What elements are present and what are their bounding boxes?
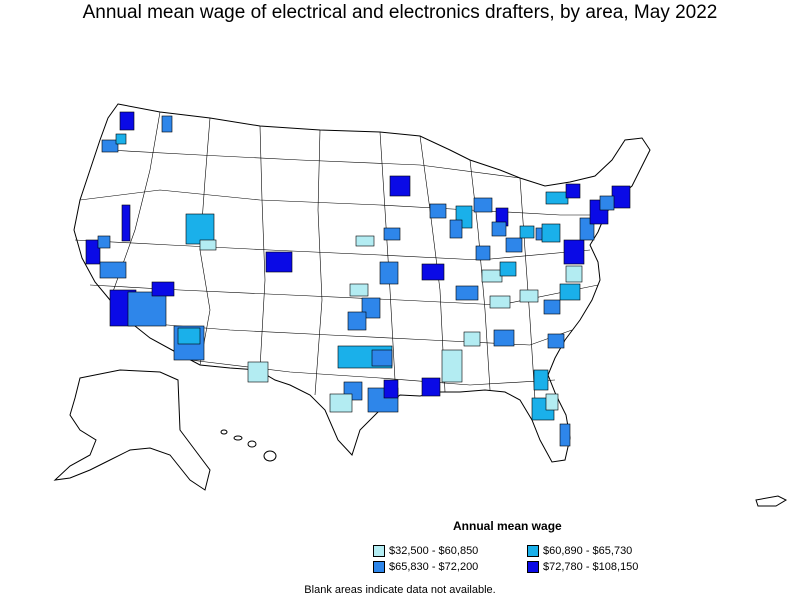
area-portland [101, 139, 119, 153]
area-carolina-1 [543, 299, 561, 315]
area-boundaries [74, 111, 605, 401]
legend-swatch [373, 545, 385, 557]
area-oregon-east [115, 133, 127, 145]
area-phoenix [127, 291, 167, 327]
area-ny-up [545, 191, 569, 205]
legend-label: $72,780 - $108,150 [543, 561, 639, 573]
area-seattle [119, 111, 135, 131]
area-tucson-inner [177, 327, 201, 345]
area-sf [85, 239, 101, 265]
legend-item-4: $72,780 - $108,150 [527, 561, 638, 573]
area-idaho [185, 213, 215, 245]
area-kansas [379, 261, 399, 285]
area-dc [563, 239, 585, 265]
area-orlando [545, 393, 559, 411]
area-tn-3 [519, 289, 539, 303]
area-sc [547, 333, 565, 349]
area-il [449, 219, 463, 239]
legend-title: Annual mean wage [453, 519, 562, 533]
area-boston [611, 185, 631, 209]
area-beaumont [383, 379, 399, 399]
area-sacramento [97, 235, 111, 249]
area-miami [559, 423, 571, 447]
area-ok-2 [361, 297, 381, 319]
legend-item-3: $65,830 - $72,200 [373, 561, 478, 573]
area-el-paso [247, 361, 269, 383]
area-spokane [161, 115, 173, 133]
legend-item-2: $60,890 - $65,730 [527, 545, 632, 557]
area-tn-2 [489, 295, 511, 309]
area-iowa-2 [355, 235, 375, 247]
area-new-orleans [421, 377, 441, 397]
area-az-north [151, 281, 175, 297]
area-ky-2 [499, 261, 517, 277]
legend-swatch [527, 545, 539, 557]
area-utah [199, 239, 217, 251]
area-ok-3 [347, 311, 367, 331]
area-ok-1 [349, 283, 369, 297]
area-carolina-2 [559, 283, 581, 301]
area-mich-3 [491, 221, 507, 237]
legend-label: $32,500 - $60,850 [389, 545, 479, 557]
area-central-ca [99, 261, 127, 279]
legend-item-1: $32,500 - $60,850 [373, 545, 478, 557]
area-miss [441, 349, 463, 383]
area-mich-1 [473, 197, 493, 213]
area-wis [429, 203, 447, 219]
area-tn-1 [455, 285, 479, 301]
area-ohio-2 [519, 225, 535, 239]
legend-label: $60,890 - $65,730 [543, 545, 633, 557]
footnote: Blank areas indicate data not available. [304, 584, 496, 596]
area-minneapolis [389, 175, 411, 197]
area-san-antonio [329, 393, 353, 413]
area-ky-1 [481, 269, 503, 283]
area-ala [463, 331, 481, 347]
area-va-1 [565, 265, 583, 283]
legend-swatch [527, 561, 539, 573]
area-nevada-strip [121, 204, 131, 242]
area-pa [541, 223, 561, 243]
alaska-outline [53, 369, 211, 491]
area-stlouis [421, 263, 445, 281]
area-hartford [599, 195, 615, 211]
legend-swatch [373, 561, 385, 573]
wage-areas [85, 111, 631, 447]
legend-label: $65,830 - $72,200 [389, 561, 479, 573]
area-rochester [565, 183, 581, 199]
area-ohio-1 [505, 237, 523, 253]
hawaii-islands [220, 429, 277, 462]
area-iowa [383, 227, 401, 241]
puerto-rico-outline [755, 495, 788, 507]
area-dallas-inner [371, 349, 393, 367]
area-jax [533, 369, 549, 391]
map-title: Annual mean wage of electrical and elect… [82, 2, 718, 23]
area-atlanta [493, 329, 515, 347]
area-ind [475, 245, 491, 261]
area-denver [265, 251, 293, 273]
